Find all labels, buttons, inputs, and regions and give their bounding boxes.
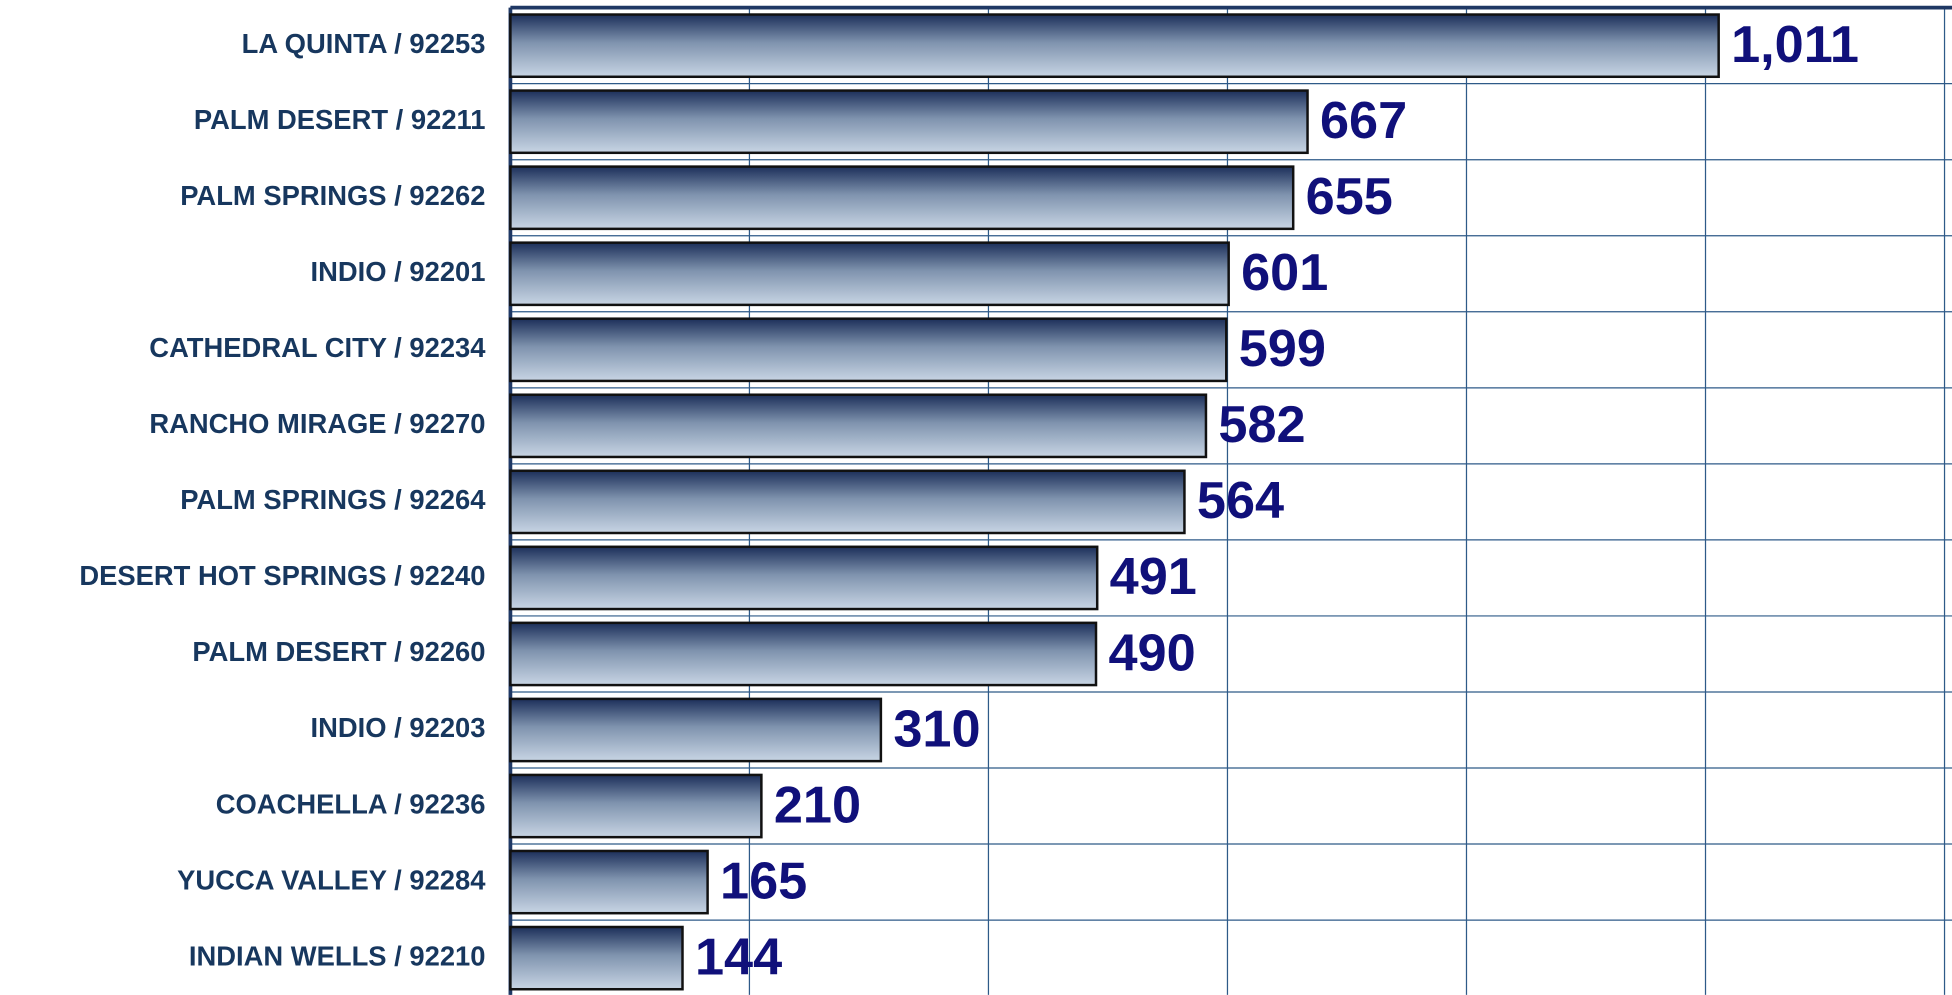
category-label: INDIO / 92201 (311, 256, 486, 287)
bar (509, 545, 1099, 611)
category-label: PALM DESERT / 92260 (192, 636, 485, 667)
category-label: PALM DESERT / 92211 (194, 104, 486, 135)
category-label: INDIAN WELLS / 92210 (189, 940, 486, 971)
value-label: 1,011 (1731, 16, 1859, 74)
bars: LA QUINTA / 92253 1,011 PALM DESERT / 9221… (79, 13, 1859, 991)
bar (509, 13, 1720, 79)
category-label: CATHEDRAL CITY / 92234 (149, 332, 486, 363)
bar (509, 697, 883, 763)
bar (509, 165, 1295, 231)
bar (509, 89, 1309, 155)
category-label: PALM SPRINGS / 92264 (180, 484, 486, 515)
value-label: 144 (695, 928, 782, 986)
value-label: 599 (1239, 320, 1326, 378)
category-label: DESERT HOT SPRINGS / 92240 (79, 560, 485, 591)
value-label: 210 (774, 776, 861, 834)
value-label: 667 (1320, 92, 1407, 150)
value-label: 582 (1218, 396, 1305, 454)
category-label: PALM SPRINGS / 92262 (180, 180, 485, 211)
bar (509, 849, 709, 915)
category-label: LA QUINTA / 92253 (242, 28, 486, 59)
bar (509, 317, 1228, 383)
value-label: 655 (1306, 168, 1393, 226)
value-label: 490 (1108, 624, 1195, 682)
category-label: COACHELLA / 92236 (216, 788, 486, 819)
bar (509, 925, 684, 991)
bar (509, 469, 1186, 535)
bar (509, 393, 1208, 459)
value-label: 601 (1241, 244, 1328, 302)
value-label: 491 (1110, 548, 1197, 606)
category-label: RANCHO MIRAGE / 92270 (149, 408, 485, 439)
bar (509, 621, 1098, 687)
value-label: 165 (720, 852, 807, 910)
value-label: 310 (893, 700, 980, 758)
bar (509, 241, 1230, 307)
category-label: YUCCA VALLEY / 92284 (177, 864, 486, 895)
category-label: INDIO / 92203 (311, 712, 486, 743)
bar (509, 773, 763, 839)
value-label: 564 (1197, 472, 1284, 530)
